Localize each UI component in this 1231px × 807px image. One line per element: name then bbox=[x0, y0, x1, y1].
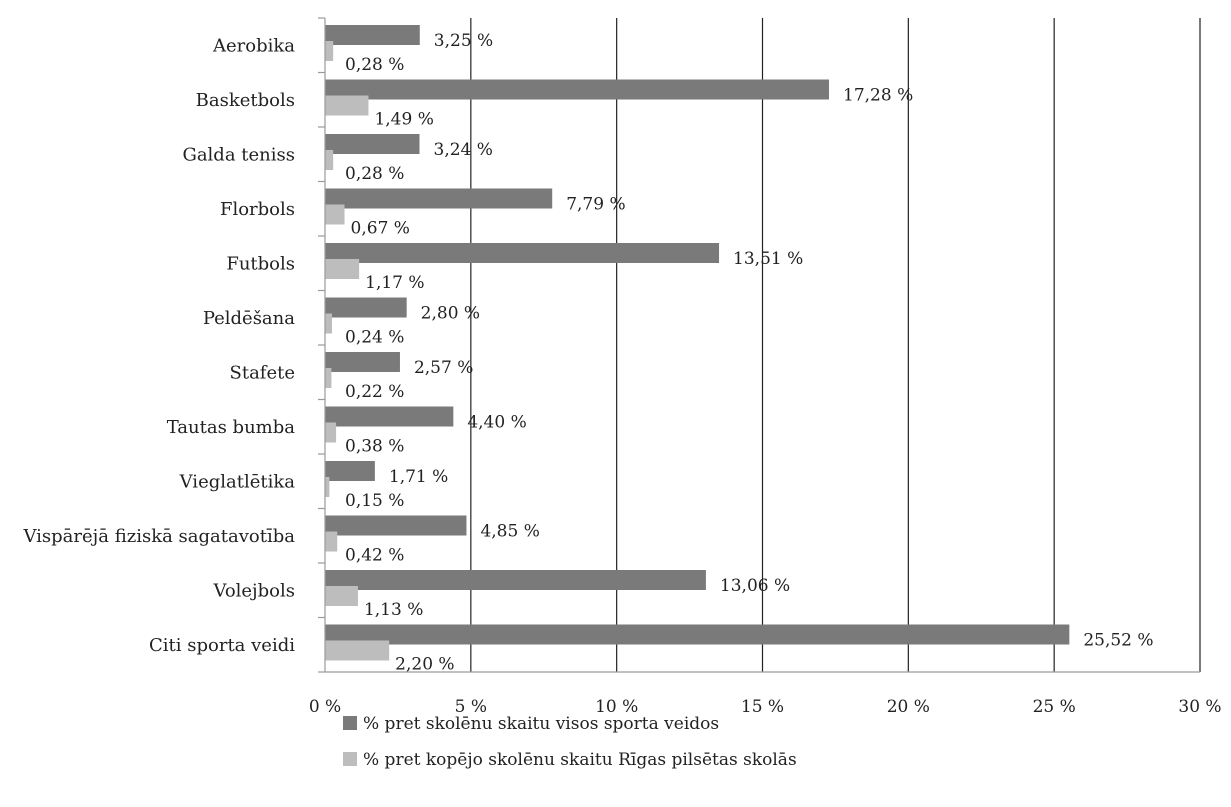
x-tick-label: 10 % bbox=[595, 697, 638, 717]
category-label: Volejbols bbox=[212, 580, 295, 601]
x-tick-label: 20 % bbox=[887, 697, 930, 717]
data-label-secondary: 0,24 % bbox=[345, 328, 404, 348]
bar-secondary bbox=[325, 150, 334, 170]
data-label-primary: 7,79 % bbox=[566, 195, 625, 215]
legend-swatch bbox=[343, 716, 357, 730]
data-label-primary: 3,25 % bbox=[434, 31, 493, 51]
legend-entry: % pret kopējo skolēnu skaitu Rīgas pilsē… bbox=[363, 750, 797, 770]
data-label-primary: 13,06 % bbox=[720, 576, 790, 596]
category-label: Citi sporta veidi bbox=[149, 635, 295, 656]
legend-entry: % pret skolēnu skaitu visos sporta veido… bbox=[363, 714, 719, 734]
category-label: Tautas bumba bbox=[167, 417, 296, 438]
bar-secondary bbox=[325, 204, 345, 225]
axes: 0 % 5 % 10 % 15 % 20 % 25 % 30 % Aerobika Basket… bbox=[22, 17, 1222, 717]
legend-swatch bbox=[343, 752, 357, 766]
category-label: Futbols bbox=[226, 253, 295, 274]
data-label-primary: 2,80 % bbox=[421, 304, 480, 324]
data-label-secondary: 1,17 % bbox=[365, 273, 424, 293]
bar-secondary bbox=[325, 422, 337, 443]
bar-primary bbox=[325, 406, 454, 427]
data-label-primary: 1,71 % bbox=[389, 467, 448, 487]
x-tick-label: 25 % bbox=[1033, 697, 1076, 717]
category-label: Basketbols bbox=[196, 90, 295, 111]
data-label-secondary: 1,13 % bbox=[364, 600, 423, 620]
data-label-primary: 25,52 % bbox=[1083, 631, 1153, 651]
bar-secondary bbox=[325, 586, 358, 606]
data-label-secondary: 0,28 % bbox=[345, 55, 404, 75]
bar-secondary bbox=[325, 531, 338, 552]
bar-primary bbox=[325, 297, 407, 318]
bar-primary bbox=[325, 461, 375, 481]
bar-primary bbox=[325, 624, 1070, 645]
data-label-primary: 4,85 % bbox=[480, 522, 539, 542]
bar-secondary bbox=[325, 259, 360, 279]
data-label-secondary: 0,67 % bbox=[351, 219, 410, 239]
data-label-secondary: 0,42 % bbox=[345, 546, 404, 566]
bar-secondary bbox=[325, 368, 332, 388]
data-label-primary: 3,24 % bbox=[434, 140, 493, 160]
bar-primary bbox=[325, 570, 706, 590]
bar-primary bbox=[325, 79, 829, 100]
bar-primary bbox=[325, 188, 553, 209]
data-label-secondary: 0,22 % bbox=[345, 382, 404, 402]
bars bbox=[325, 25, 1070, 661]
category-label: Vispārējā fiziskā sagatavotība bbox=[22, 526, 295, 547]
x-tick-label: 0 % bbox=[309, 697, 341, 717]
category-label: Peldēšana bbox=[203, 308, 295, 329]
gridlines bbox=[470, 18, 1201, 672]
category-label: Florbols bbox=[220, 199, 295, 220]
bar-secondary bbox=[325, 640, 390, 661]
category-label: Stafete bbox=[230, 362, 296, 383]
data-label-primary: 2,57 % bbox=[414, 358, 473, 378]
data-label-primary: 17,28 % bbox=[843, 86, 913, 106]
data-labels: 3,25 % 0,28 % 17,28 % 1,49 %3,24 % 0,28 % 7,7… bbox=[345, 31, 1154, 675]
bar-primary bbox=[325, 515, 467, 536]
bar-secondary bbox=[325, 41, 334, 61]
legend: % pret skolēnu skaitu visos sporta veido… bbox=[343, 714, 797, 770]
data-label-secondary: 0,28 % bbox=[345, 164, 404, 184]
category-label: Vieglatlētika bbox=[179, 471, 296, 492]
category-label: Aerobika bbox=[212, 35, 295, 56]
bar-primary bbox=[325, 25, 420, 45]
data-label-secondary: 0,38 % bbox=[345, 437, 404, 457]
data-label-secondary: 0,15 % bbox=[345, 491, 404, 511]
data-label-primary: 13,51 % bbox=[733, 249, 803, 269]
category-label: Galda teniss bbox=[182, 144, 295, 165]
bar-primary bbox=[325, 134, 420, 154]
bar-secondary bbox=[325, 477, 330, 497]
bar-primary bbox=[325, 243, 720, 263]
bar-primary bbox=[325, 352, 400, 372]
data-label-primary: 4,40 % bbox=[467, 413, 526, 433]
x-tick-label: 30 % bbox=[1178, 697, 1221, 717]
x-tick-label: 15 % bbox=[741, 697, 784, 717]
bar-secondary bbox=[325, 313, 332, 334]
data-label-secondary: 1,49 % bbox=[374, 110, 433, 130]
data-label-secondary: 2,20 % bbox=[395, 655, 454, 675]
x-tick-label: 5 % bbox=[455, 697, 487, 717]
bar-secondary bbox=[325, 95, 369, 116]
